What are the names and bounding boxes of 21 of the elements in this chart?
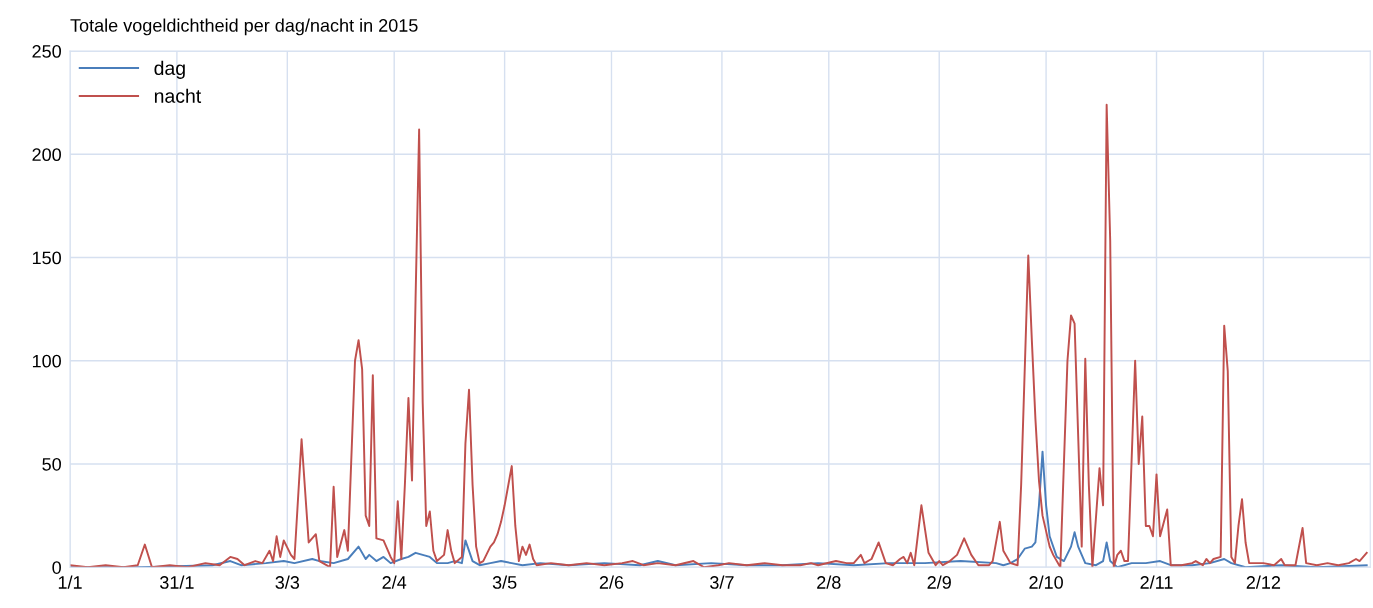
- x-tick-label: 2/6: [599, 575, 624, 589]
- x-tick-label: 2/4: [382, 575, 407, 589]
- y-tick-label: 150: [32, 251, 61, 265]
- x-tick-label: 2/11: [1140, 575, 1173, 589]
- x-tick-label: 3/3: [275, 575, 300, 589]
- legend-label: dag: [154, 60, 185, 79]
- x-tick-label: 2/12: [1246, 575, 1281, 589]
- x-tick-label: 2/8: [817, 575, 841, 589]
- x-tick-label: 3/5: [492, 575, 517, 589]
- y-tick-label: 250: [32, 45, 61, 58]
- legend-label: nacht: [154, 88, 202, 103]
- x-tick-label: 2/9: [927, 575, 951, 589]
- y-tick-label: 100: [32, 354, 61, 368]
- x-tick-label: 1/1: [58, 575, 82, 589]
- x-tick-label: 2/10: [1029, 575, 1063, 589]
- x-tick-label: 3/7: [710, 575, 734, 589]
- y-tick-label: 50: [42, 457, 61, 471]
- x-tick-label: 31/1: [160, 575, 194, 589]
- y-tick-label: 0: [52, 561, 61, 574]
- y-tick-label: 200: [32, 148, 61, 162]
- chart-title: Totale vogeldichtheid per dag/nacht in 2015: [70, 18, 418, 36]
